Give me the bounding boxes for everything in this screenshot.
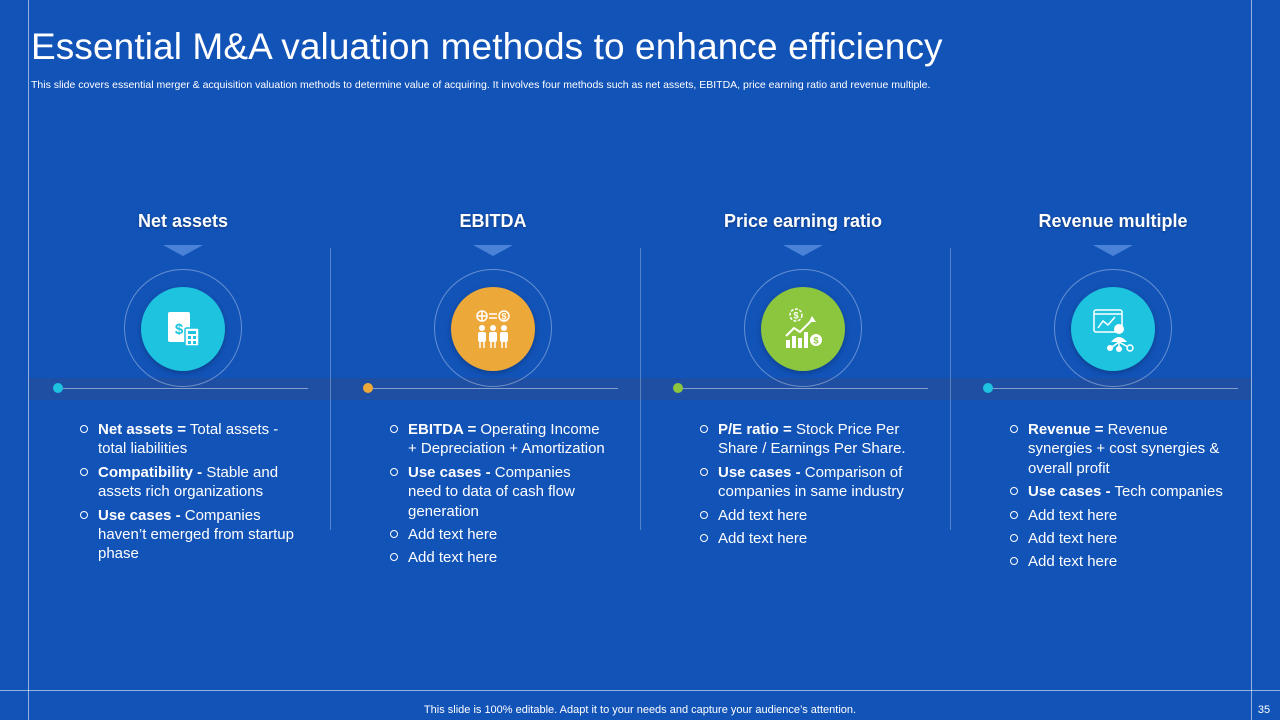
bullet-list: Revenue = Revenue synergies + cost syner… — [1010, 420, 1225, 576]
timeline-dot — [673, 383, 683, 393]
column-heading: Price earning ratio — [723, 211, 883, 231]
list-item: Add text here — [700, 506, 915, 525]
icon-ring — [124, 269, 242, 387]
timeline-dot — [983, 383, 993, 393]
list-item: Use cases - Tech companies — [1010, 482, 1225, 501]
list-item: Add text here — [1010, 552, 1225, 571]
list-item: Use cases - Companies need to data of ca… — [390, 463, 605, 521]
column-divider — [640, 248, 641, 530]
timeline-line — [993, 388, 1238, 389]
growth-chart-icon: $ $ — [761, 287, 845, 371]
list-item: Revenue = Revenue synergies + cost syner… — [1010, 420, 1225, 478]
timeline-line — [683, 388, 928, 389]
chevron-down-icon — [783, 245, 823, 256]
document-calculator-icon: $ — [141, 287, 225, 371]
column-net-assets: Net assets $ Net assets = Total assets -… — [28, 0, 338, 720]
chevron-down-icon — [163, 245, 203, 256]
list-item: Use cases - Companies haven’t emerged fr… — [80, 506, 295, 564]
frame-bottom-border — [0, 690, 1280, 691]
svg-text:$: $ — [793, 311, 798, 321]
list-item: Add text here — [700, 529, 915, 548]
svg-text:$: $ — [501, 312, 506, 322]
bullet-list: P/E ratio = Stock Price Per Share / Earn… — [700, 420, 915, 552]
chevron-down-icon — [1093, 245, 1133, 256]
slide-footer: This slide is 100% editable. Adapt it to… — [423, 704, 857, 716]
list-item: Add text here — [390, 525, 605, 544]
column-heading: Revenue multiple — [1038, 211, 1188, 231]
icon-ring — [1054, 269, 1172, 387]
icon-ring — [744, 269, 862, 387]
team-finance-icon: $ — [451, 287, 535, 371]
chevron-down-icon — [473, 245, 513, 256]
column-divider — [330, 248, 331, 530]
page-number: 35 — [1257, 704, 1271, 716]
timeline-line — [63, 388, 308, 389]
frame-right-border — [1251, 0, 1252, 720]
column-ebitda: EBITDA $ EBITDA = Operating Income + Dep… — [338, 0, 648, 720]
timeline-band — [29, 378, 1251, 400]
list-item: Add text here — [1010, 506, 1225, 525]
list-item: P/E ratio = Stock Price Per Share / Earn… — [700, 420, 915, 459]
list-item: EBITDA = Operating Income + Depreciation… — [390, 420, 605, 459]
column-heading: EBITDA — [459, 211, 527, 231]
timeline-line — [373, 388, 618, 389]
list-item: Net assets = Total assets - total liabil… — [80, 420, 295, 459]
svg-text:$: $ — [813, 336, 818, 346]
slide-subtitle: This slide covers essential merger & acq… — [31, 79, 931, 91]
svg-text:$: $ — [175, 321, 184, 338]
timeline-dot — [53, 383, 63, 393]
frame-left-border — [28, 0, 29, 720]
column-price-earning-ratio: Price earning ratio $ $ P/E ratio = Stoc… — [648, 0, 958, 720]
column-revenue-multiple: Revenue multiple Revenue = Revenue syner… — [958, 0, 1268, 720]
column-divider — [950, 248, 951, 530]
column-heading: Net assets — [137, 211, 229, 231]
analytics-user-icon — [1071, 287, 1155, 371]
bullet-list: Net assets = Total assets - total liabil… — [80, 420, 295, 568]
list-item: Add text here — [1010, 529, 1225, 548]
timeline-dot — [363, 383, 373, 393]
list-item: Compatibility - Stable and assets rich o… — [80, 463, 295, 502]
list-item: Use cases - Comparison of companies in s… — [700, 463, 915, 502]
slide-title: Essential M&A valuation methods to enhan… — [31, 26, 943, 67]
icon-ring — [434, 269, 552, 387]
list-item: Add text here — [390, 548, 605, 567]
bullet-list: EBITDA = Operating Income + Depreciation… — [390, 420, 605, 572]
